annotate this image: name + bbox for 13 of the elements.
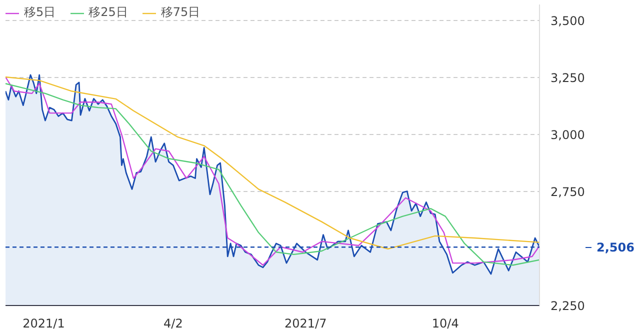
x-tick-label: 2021/1 <box>22 316 65 330</box>
x-tick-label: 2021/7 <box>284 316 327 330</box>
y-tick-label: 3,000 <box>550 128 585 142</box>
legend-label: 移25日 <box>88 4 128 21</box>
legend-label: 移75日 <box>160 4 200 21</box>
ref-line-label: 2,506 <box>596 240 634 255</box>
y-tick-label: 2,250 <box>550 299 585 313</box>
x-tick-label: 10/4 <box>432 316 459 330</box>
y-tick-label: 3,250 <box>550 70 585 85</box>
y-tick-label: 3,500 <box>550 14 585 28</box>
x-tick-label: 4/2 <box>164 316 183 330</box>
y-tick-label: 2,750 <box>550 184 585 199</box>
legend-label: 移5日 <box>24 4 56 21</box>
